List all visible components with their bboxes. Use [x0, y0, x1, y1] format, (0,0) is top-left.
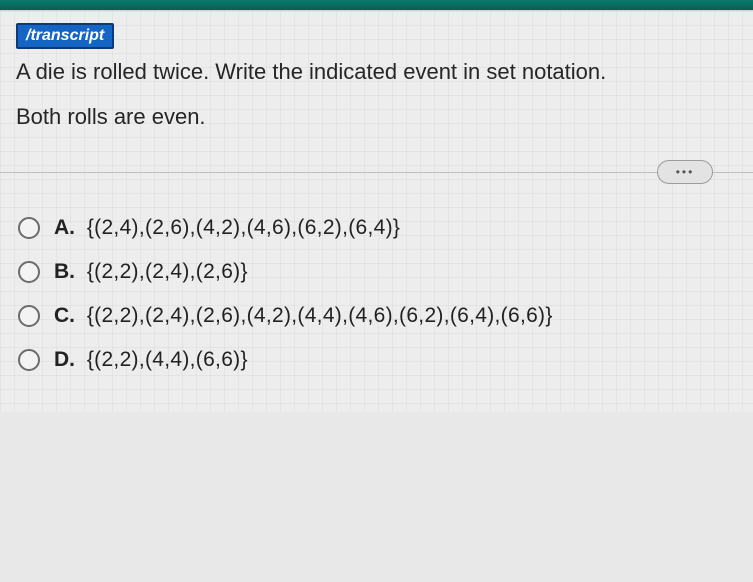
radio-d[interactable]: [18, 349, 40, 371]
option-d[interactable]: D. {(2,2),(4,4),(6,6)}: [16, 338, 737, 382]
more-button[interactable]: •••: [657, 160, 713, 184]
option-a[interactable]: A. {(2,4),(2,6),(4,2),(4,6),(6,2),(6,4)}: [16, 206, 737, 250]
option-text: {(2,2),(2,4),(2,6)}: [87, 260, 248, 283]
transcript-tag[interactable]: /transcript: [16, 23, 114, 49]
option-c[interactable]: C. {(2,2),(2,4),(2,6),(4,2),(4,4),(4,6),…: [16, 294, 737, 338]
options-list: A. {(2,4),(2,6),(4,2),(4,6),(6,2),(6,4)}…: [16, 206, 737, 382]
ellipsis-icon: •••: [676, 165, 695, 179]
divider-row: •••: [0, 158, 753, 188]
top-border: [0, 0, 753, 10]
option-letter: B.: [54, 260, 75, 283]
option-text: {(2,2),(2,4),(2,6),(4,2),(4,4),(4,6),(6,…: [87, 304, 553, 327]
option-letter: D.: [54, 348, 75, 371]
option-b[interactable]: B. {(2,2),(2,4),(2,6)}: [16, 250, 737, 294]
question-text: A die is rolled twice. Write the indicat…: [16, 55, 737, 88]
option-text: {(2,4),(2,6),(4,2),(4,6),(6,2),(6,4)}: [87, 216, 400, 239]
radio-a[interactable]: [18, 217, 40, 239]
content-area: /transcript A die is rolled twice. Write…: [0, 10, 753, 412]
radio-b[interactable]: [18, 261, 40, 283]
option-text: {(2,2),(4,4),(6,6)}: [87, 348, 248, 371]
option-letter: A.: [54, 216, 75, 239]
divider-line: [0, 172, 753, 173]
radio-c[interactable]: [18, 305, 40, 327]
question-subtext: Both rolls are even.: [16, 104, 737, 130]
option-letter: C.: [54, 304, 75, 327]
